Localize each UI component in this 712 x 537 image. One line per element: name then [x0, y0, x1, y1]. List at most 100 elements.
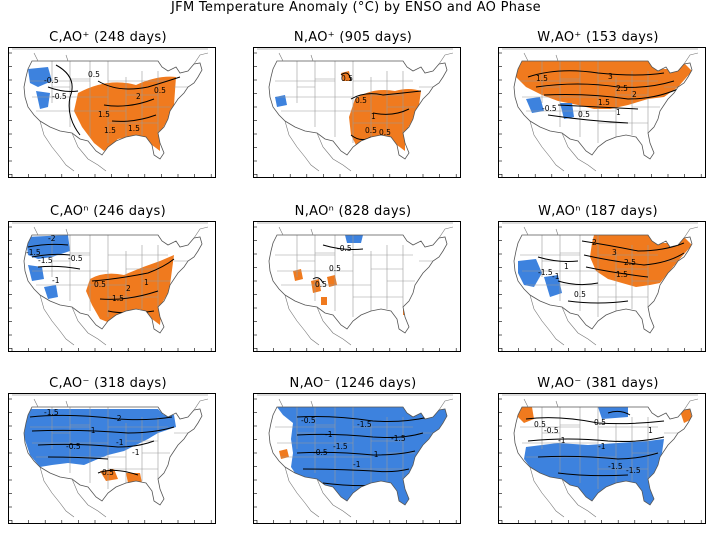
contour-lines	[47, 64, 181, 136]
panel-w-ao-positive: W,AO⁺ (153 days) 1.5 3 2.5 2 1.5 0.5 -0.5 1	[490, 30, 706, 178]
contour-line	[97, 76, 181, 90]
contour-label: -0.5	[337, 244, 352, 253]
contour-line	[537, 452, 659, 460]
contour-line	[27, 243, 69, 248]
panel-title: C,AO⁻ (318 days)	[49, 376, 167, 391]
contour-label: -1.5	[44, 408, 59, 417]
warm-anomaly-region	[311, 279, 321, 293]
map-svg: -2 -1.5-1.5 -0.5 -1 0.5 1.52 1	[8, 221, 216, 352]
contour-line	[47, 456, 109, 460]
panel-title: C,AO⁺ (248 days)	[49, 30, 167, 45]
contour-label: 0.5	[365, 126, 377, 135]
contour-label: 3	[612, 248, 617, 257]
canada-outline	[257, 394, 454, 411]
contour-label: 0.5	[379, 128, 391, 137]
anomaly-shading	[518, 407, 692, 505]
contour-lines	[537, 240, 685, 304]
contour-line	[322, 244, 364, 250]
contour-label: -1.5	[38, 256, 53, 265]
temperature-anomaly-map: -0.5 0.5 0.5	[253, 221, 461, 352]
contour-line	[37, 440, 155, 448]
contour-line	[585, 266, 649, 278]
us-outline	[23, 60, 203, 160]
mexico-outline	[284, 466, 352, 518]
cold-anomaly-region	[28, 265, 44, 281]
contour-label: -1	[325, 430, 333, 439]
panel-n-ao-positive: N,AO⁺ (905 days) 0.5 0.5 0.5 0.5 1	[245, 30, 461, 178]
contour-line	[525, 417, 665, 425]
contour-lines	[527, 70, 683, 124]
contour-label: -1	[371, 450, 379, 459]
warm-anomaly-region	[293, 269, 303, 281]
figure-title: JFM Temperature Anomaly (°C) by ENSO and…	[171, 0, 541, 15]
us-outline	[268, 60, 448, 160]
cold-anomaly-region	[44, 285, 58, 299]
map-svg: 1.5 32.5 2 1.5 0.5 -0.5 1	[498, 47, 706, 178]
contour-line	[527, 70, 665, 78]
contour-label: 1	[564, 262, 569, 271]
contour-line	[37, 265, 81, 270]
anomaly-shading	[24, 409, 176, 483]
contour-lines	[29, 414, 175, 476]
contour-label: -0.5	[52, 92, 67, 101]
contour-label: -0.5	[301, 416, 316, 425]
temperature-anomaly-map: -0.5 -1 -1.5 -1.5 -1 -0.5 -1.5 -1	[253, 393, 461, 524]
panel-c-ao-neutral: C,AOⁿ (246 days) -2 -1.5 -1.5 -0.5 -1 0.5 1.5 2…	[0, 204, 216, 352]
mexico-outline	[529, 294, 597, 346]
contour-label: 0.5	[88, 70, 100, 79]
contour-label: 1.5	[128, 124, 140, 133]
contour-label: 2	[592, 238, 597, 247]
warm-anomaly-region	[126, 473, 142, 483]
contour-label: 1	[371, 112, 376, 121]
cold-anomaly-region	[275, 95, 287, 107]
temperature-anomaly-map: -1.5 -1 -2 -0.5 -1 0.5 -1	[8, 393, 216, 524]
contour-label: 0.5	[94, 280, 106, 289]
canada-outline	[12, 394, 209, 411]
contour-line	[543, 86, 683, 100]
contour-line	[527, 436, 665, 442]
us-outline	[513, 60, 693, 160]
state-boundaries	[275, 61, 433, 143]
contour-line	[372, 108, 410, 115]
contour-line	[557, 472, 629, 477]
contour-lines	[525, 410, 665, 477]
panel-title: W,AOⁿ (187 days)	[538, 204, 658, 219]
contour-label: 1	[144, 278, 149, 287]
map-frame	[253, 221, 461, 352]
mexico-outline	[39, 120, 107, 172]
contour-label: -1.5	[333, 442, 348, 451]
contour-label: 0.5	[329, 264, 341, 273]
us-outline	[513, 234, 693, 334]
contour-line	[296, 450, 416, 456]
mexico-outline	[39, 466, 107, 518]
contour-label: 0.5	[594, 418, 606, 427]
contour-line	[350, 90, 422, 100]
contour-label: 2.5	[624, 258, 636, 267]
contour-label: -1	[552, 272, 560, 281]
temperature-anomaly-map: -2 -1.5 -1.5 -0.5 -1 0.5 1.5 2 1	[8, 221, 216, 352]
contour-line	[296, 416, 430, 422]
state-boundaries	[520, 235, 678, 317]
contour-lines	[296, 416, 430, 487]
contour-label: 0.5	[574, 290, 586, 299]
panel-n-ao-negative: N,AO⁻ (1246 days) -0.5 -1 -1.5 -1.5 -1 -0.5 -1…	[245, 376, 461, 524]
contour-label: -1	[353, 460, 361, 469]
map-svg: 2 3 2.5 1.5 -1-1.5 0.5 1	[498, 221, 706, 352]
canada-outline	[257, 48, 454, 65]
warm-anomaly-region	[279, 449, 289, 459]
map-svg: -0.5 0.50.5	[253, 221, 461, 352]
cold-anomaly-region	[24, 409, 176, 467]
contour-label: -0.5	[544, 426, 559, 435]
panel-n-ao-neutral: N,AOⁿ (828 days) -0.5 0.5 0.5	[245, 204, 461, 352]
cold-anomaly-region	[524, 439, 664, 505]
contour-label: 1	[648, 426, 653, 435]
contour-label: -0.5	[542, 104, 557, 113]
contour-label: 1	[616, 108, 621, 117]
contour-line	[103, 98, 155, 107]
contour-lines	[312, 244, 364, 284]
contour-line	[111, 114, 157, 122]
contour-line	[583, 252, 685, 266]
state-boundaries	[275, 407, 433, 489]
cold-anomaly-region	[544, 275, 562, 297]
contour-label: -1	[52, 276, 60, 285]
